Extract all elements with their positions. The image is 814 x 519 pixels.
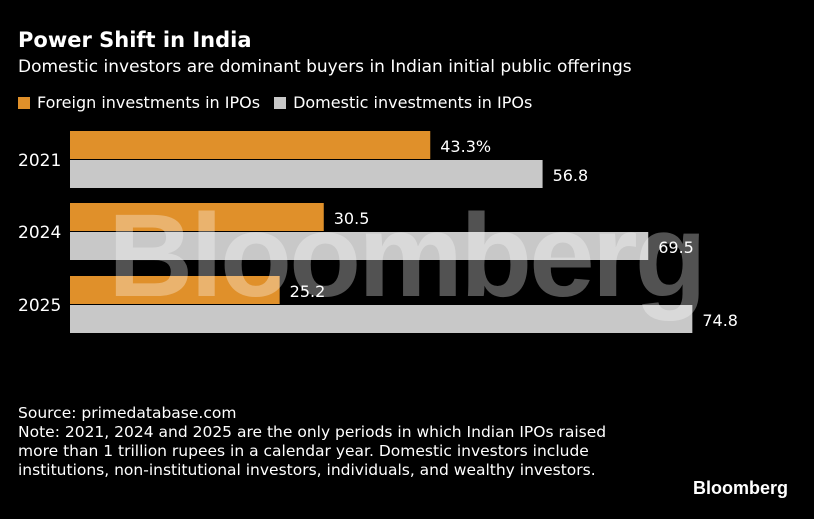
chart-title: Power Shift in India	[18, 28, 252, 52]
data-label: 74.8	[702, 311, 738, 330]
legend-swatch-foreign	[18, 96, 30, 109]
bar-domestic	[70, 160, 543, 188]
bloomberg-logo: Bloomberg	[692, 478, 788, 498]
data-label: 56.8	[553, 166, 589, 185]
data-label: 30.5	[334, 209, 370, 228]
legend-label-foreign: Foreign investments in IPOs	[37, 93, 261, 112]
footer: Source: primedatabase.com Note: 2021, 20…	[18, 404, 628, 480]
bar-domestic	[70, 232, 649, 260]
data-label: 25.2	[290, 282, 326, 301]
legend-item-foreign: Foreign investments in IPOs	[18, 93, 260, 112]
data-label: 43.3%	[440, 137, 491, 156]
bar-domestic	[70, 305, 693, 333]
category-label: 2025	[18, 296, 61, 316]
legend: Foreign investments in IPOs Domestic inv…	[18, 93, 532, 112]
category-label: 2021	[18, 151, 61, 171]
bar-foreign	[70, 276, 280, 304]
chart-subtitle: Domestic investors are dominant buyers i…	[18, 57, 632, 77]
data-label: 69.5	[658, 238, 694, 257]
category-label: 2024	[18, 223, 61, 243]
source-text: Source: primedatabase.com	[18, 404, 237, 422]
legend-item-domestic: Domestic investments in IPOs	[274, 93, 532, 112]
legend-label-domestic: Domestic investments in IPOs	[293, 93, 533, 112]
legend-swatch-domestic	[274, 96, 287, 109]
bar-foreign	[70, 203, 324, 231]
note-text: Note: 2021, 2024 and 2025 are the only p…	[18, 423, 607, 479]
bar-foreign	[70, 131, 431, 159]
